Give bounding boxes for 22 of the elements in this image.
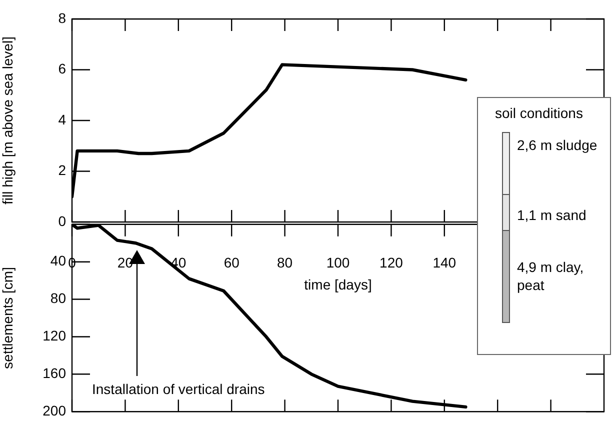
x-tick-label: 140 bbox=[432, 254, 456, 270]
y-tick-label: 4 bbox=[58, 111, 66, 128]
y-axis-title: settlements [cm] bbox=[0, 267, 16, 369]
y-tick-label: 0 bbox=[58, 212, 66, 229]
y-tick-label: 200 bbox=[42, 402, 66, 418]
y-tick-label: 8 bbox=[58, 10, 66, 26]
annotation: soil conditions bbox=[495, 105, 583, 121]
annotation: Installation of vertical drains bbox=[92, 381, 265, 397]
annotation: 2,6 m sludge bbox=[517, 136, 598, 154]
y-tick-label: 120 bbox=[42, 328, 66, 344]
y-tick-label: 6 bbox=[58, 60, 66, 77]
annotation: 4,9 m clay, peat bbox=[517, 258, 585, 294]
y-tick-label: 80 bbox=[50, 290, 66, 306]
y-tick-label: 160 bbox=[42, 365, 66, 382]
y-axis-title: fill high [m above sea level] bbox=[0, 36, 16, 205]
y-tick-label: 2 bbox=[58, 162, 66, 178]
x-tick-label: 100 bbox=[326, 254, 350, 270]
x-tick-label: 60 bbox=[224, 254, 240, 270]
x-tick-label: 80 bbox=[277, 254, 293, 270]
annotation: 1,1 m sand bbox=[517, 206, 588, 224]
x-tick-label: 120 bbox=[380, 254, 404, 270]
x-axis-title: time [days] bbox=[304, 276, 372, 292]
